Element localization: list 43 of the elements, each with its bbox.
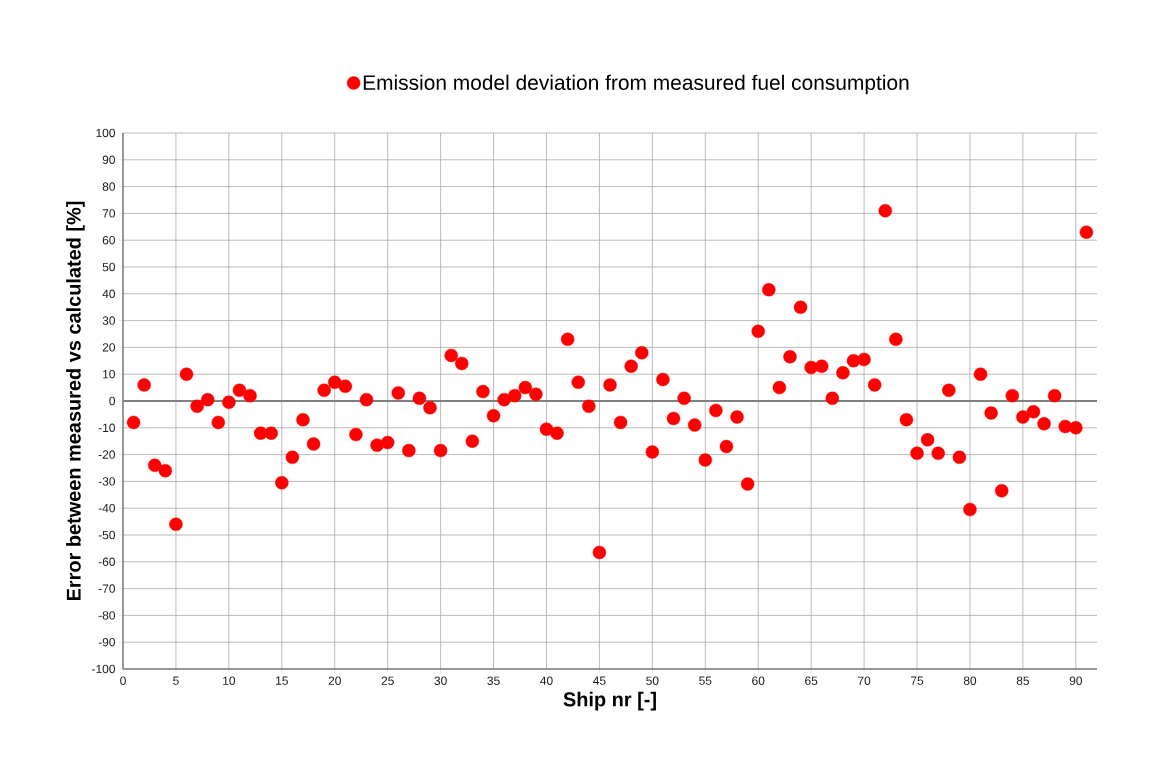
x-tick-label: 5 xyxy=(173,676,179,685)
y-tick-label: -100 xyxy=(92,664,116,674)
y-tick-label: 70 xyxy=(102,209,116,218)
x-tick-label: 35 xyxy=(487,676,500,685)
legend-label: Emission model deviation from measured fuel consumption xyxy=(363,74,909,95)
x-tick-label: 85 xyxy=(1016,676,1030,685)
x-tick-label: 15 xyxy=(276,676,288,685)
y-tick-label: -30 xyxy=(98,477,116,486)
y-tick-label: 50 xyxy=(102,262,116,272)
x-tick-label: 70 xyxy=(858,676,871,685)
y-tick-label: -60 xyxy=(98,557,116,567)
y-tick-label: -70 xyxy=(98,584,116,593)
y-tick-label: -20 xyxy=(98,450,116,459)
x-tick-label: 80 xyxy=(963,676,977,685)
x-tick-label: 10 xyxy=(223,676,236,685)
y-axis-title: Error between measured vs calculated [%] xyxy=(66,201,85,601)
x-tick-label: 65 xyxy=(805,676,818,685)
y-tick-label: 30 xyxy=(102,316,116,325)
y-tick-label: -90 xyxy=(98,637,116,647)
y-tick-label: 10 xyxy=(103,369,116,379)
x-tick-label: 0 xyxy=(120,676,126,685)
x-tick-label: 20 xyxy=(328,676,341,685)
x-tick-label: 60 xyxy=(752,676,765,685)
x-tick-label: 25 xyxy=(381,676,394,685)
y-tick-label: -80 xyxy=(98,611,116,620)
y-tick-label: -10 xyxy=(98,423,116,433)
y-tick-label: -50 xyxy=(98,530,116,540)
y-tick-label: 80 xyxy=(102,182,116,191)
x-tick-label: 30 xyxy=(434,676,447,685)
x-tick-label: 50 xyxy=(646,676,659,685)
y-tick-label: 0 xyxy=(109,396,116,406)
x-tick-label: 45 xyxy=(593,676,606,685)
y-tick-label: 100 xyxy=(96,128,116,138)
y-tick-label: 20 xyxy=(102,343,116,352)
y-tick-label: 90 xyxy=(102,155,116,165)
y-tick-label: 40 xyxy=(102,289,116,299)
y-tick-label: -40 xyxy=(98,503,116,513)
x-tick-label: 55 xyxy=(699,676,712,685)
x-tick-label: 40 xyxy=(540,676,553,685)
x-tick-label: 75 xyxy=(910,676,924,685)
y-tick-label: 60 xyxy=(102,235,116,245)
x-axis-title: Ship nr [-] xyxy=(563,691,656,711)
x-tick-label: 90 xyxy=(1069,676,1083,685)
